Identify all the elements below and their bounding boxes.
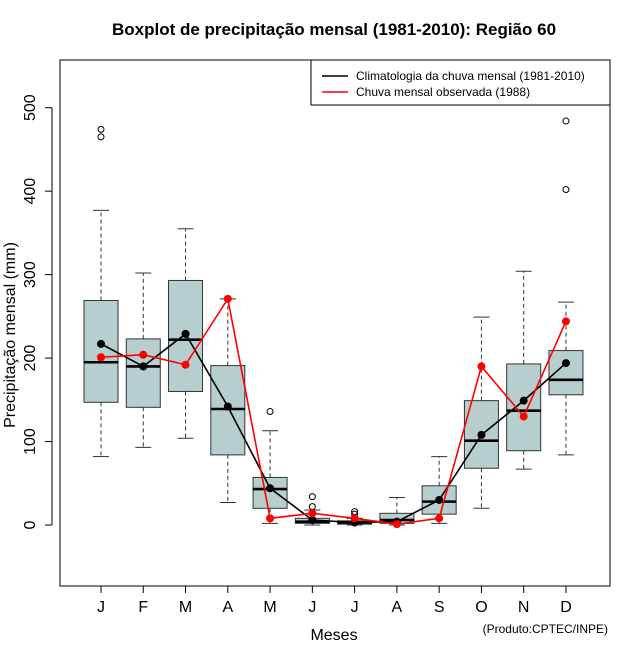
series-point	[97, 353, 105, 362]
y-axis-label: Precipitação mensal (mm)	[2, 242, 19, 428]
boxplot-1	[83, 125, 119, 458]
x-tick-label: D	[560, 599, 572, 616]
box-iqr	[421, 485, 457, 515]
series-point	[181, 329, 190, 338]
plot-frame	[59, 59, 611, 587]
y-axis: 0 100 200 300 400 500	[22, 94, 53, 529]
x-tick-label: O	[475, 599, 487, 616]
series-observed	[97, 294, 570, 529]
series-point	[561, 317, 570, 326]
chart-title: Boxplot de precipitação mensal (1981-201…	[112, 20, 556, 39]
x-tick-label: A	[222, 599, 233, 616]
series-point	[266, 514, 275, 523]
series-point	[181, 360, 190, 369]
boxplot-2	[125, 272, 161, 448]
x-tick-label: S	[434, 599, 445, 616]
series-point	[308, 509, 317, 518]
boxplots	[83, 117, 584, 526]
x-tick-label: M	[263, 599, 276, 616]
legend: Climatologia da chuva mensal (1981-2010)…	[310, 59, 611, 106]
series-point	[97, 339, 105, 348]
series-point	[350, 514, 359, 523]
series-point	[223, 402, 232, 411]
outlier-point	[562, 117, 570, 125]
series-point	[519, 396, 528, 405]
y-tick-label: 0	[22, 520, 39, 529]
outlier-point	[562, 185, 570, 193]
series-point	[561, 359, 570, 368]
boxplot-11	[506, 270, 542, 470]
series-lines	[97, 294, 570, 529]
series-point	[519, 412, 528, 421]
x-axis-label: Meses	[310, 627, 357, 644]
x-tick-label: F	[138, 599, 148, 616]
series-line	[100, 332, 567, 524]
x-tick-label: J	[97, 599, 105, 616]
series-point	[435, 495, 444, 504]
x-tick-label: N	[518, 599, 530, 616]
x-tick-label: J	[351, 599, 359, 616]
x-tick-label: J	[308, 599, 316, 616]
legend-label-climatology: Climatologia da chuva mensal (1981-2010)	[356, 69, 585, 83]
y-tick-label: 400	[22, 178, 39, 205]
y-tick-label: 300	[22, 261, 39, 288]
outlier-point	[266, 407, 274, 415]
series-point	[139, 362, 148, 371]
x-tick-label: A	[392, 599, 403, 616]
boxplot-9	[421, 456, 457, 524]
series-point	[477, 430, 486, 439]
outlier-point	[97, 133, 105, 141]
box-iqr	[506, 363, 542, 452]
credit-text: (Produto:CPTEC/INPE)	[483, 622, 608, 636]
boxplot-12	[548, 117, 584, 456]
boxplot-4	[210, 298, 246, 503]
boxplot-10	[463, 316, 499, 509]
series-point	[477, 362, 486, 371]
outlier-point	[97, 125, 105, 133]
outlier-point	[308, 493, 316, 501]
box-iqr	[83, 299, 119, 403]
series-point	[266, 484, 275, 493]
series-point	[392, 520, 401, 529]
x-tick-label: M	[179, 599, 192, 616]
y-tick-label: 100	[22, 428, 39, 455]
y-tick-label: 500	[22, 94, 39, 121]
series-point	[223, 294, 232, 303]
box-iqr	[125, 338, 161, 408]
legend-box	[310, 59, 611, 106]
series-point	[308, 515, 317, 524]
series-point	[139, 350, 148, 359]
series-line	[100, 296, 567, 525]
box-iqr	[252, 476, 288, 509]
y-tick-label: 200	[22, 345, 39, 372]
series-point	[435, 514, 444, 523]
outlier-point	[308, 503, 316, 511]
legend-label-observed: Chuva mensal observada (1988)	[356, 85, 530, 99]
series-climatology	[97, 329, 570, 527]
